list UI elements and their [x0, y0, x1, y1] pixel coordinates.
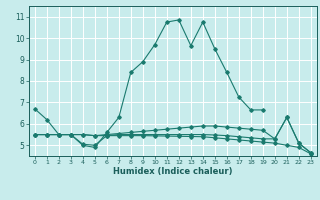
X-axis label: Humidex (Indice chaleur): Humidex (Indice chaleur): [113, 167, 233, 176]
